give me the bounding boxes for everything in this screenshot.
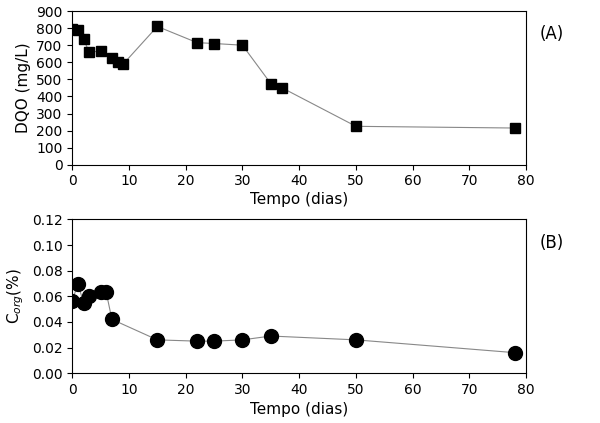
Y-axis label: DQO (mg/L): DQO (mg/L) — [16, 43, 31, 133]
Text: Tempo (dias): Tempo (dias) — [250, 192, 349, 207]
X-axis label: Tempo (dias): Tempo (dias) — [250, 402, 349, 418]
Text: (A): (A) — [540, 25, 564, 43]
Y-axis label: C$_{org}$(%): C$_{org}$(%) — [5, 268, 26, 324]
Text: (B): (B) — [540, 233, 564, 252]
